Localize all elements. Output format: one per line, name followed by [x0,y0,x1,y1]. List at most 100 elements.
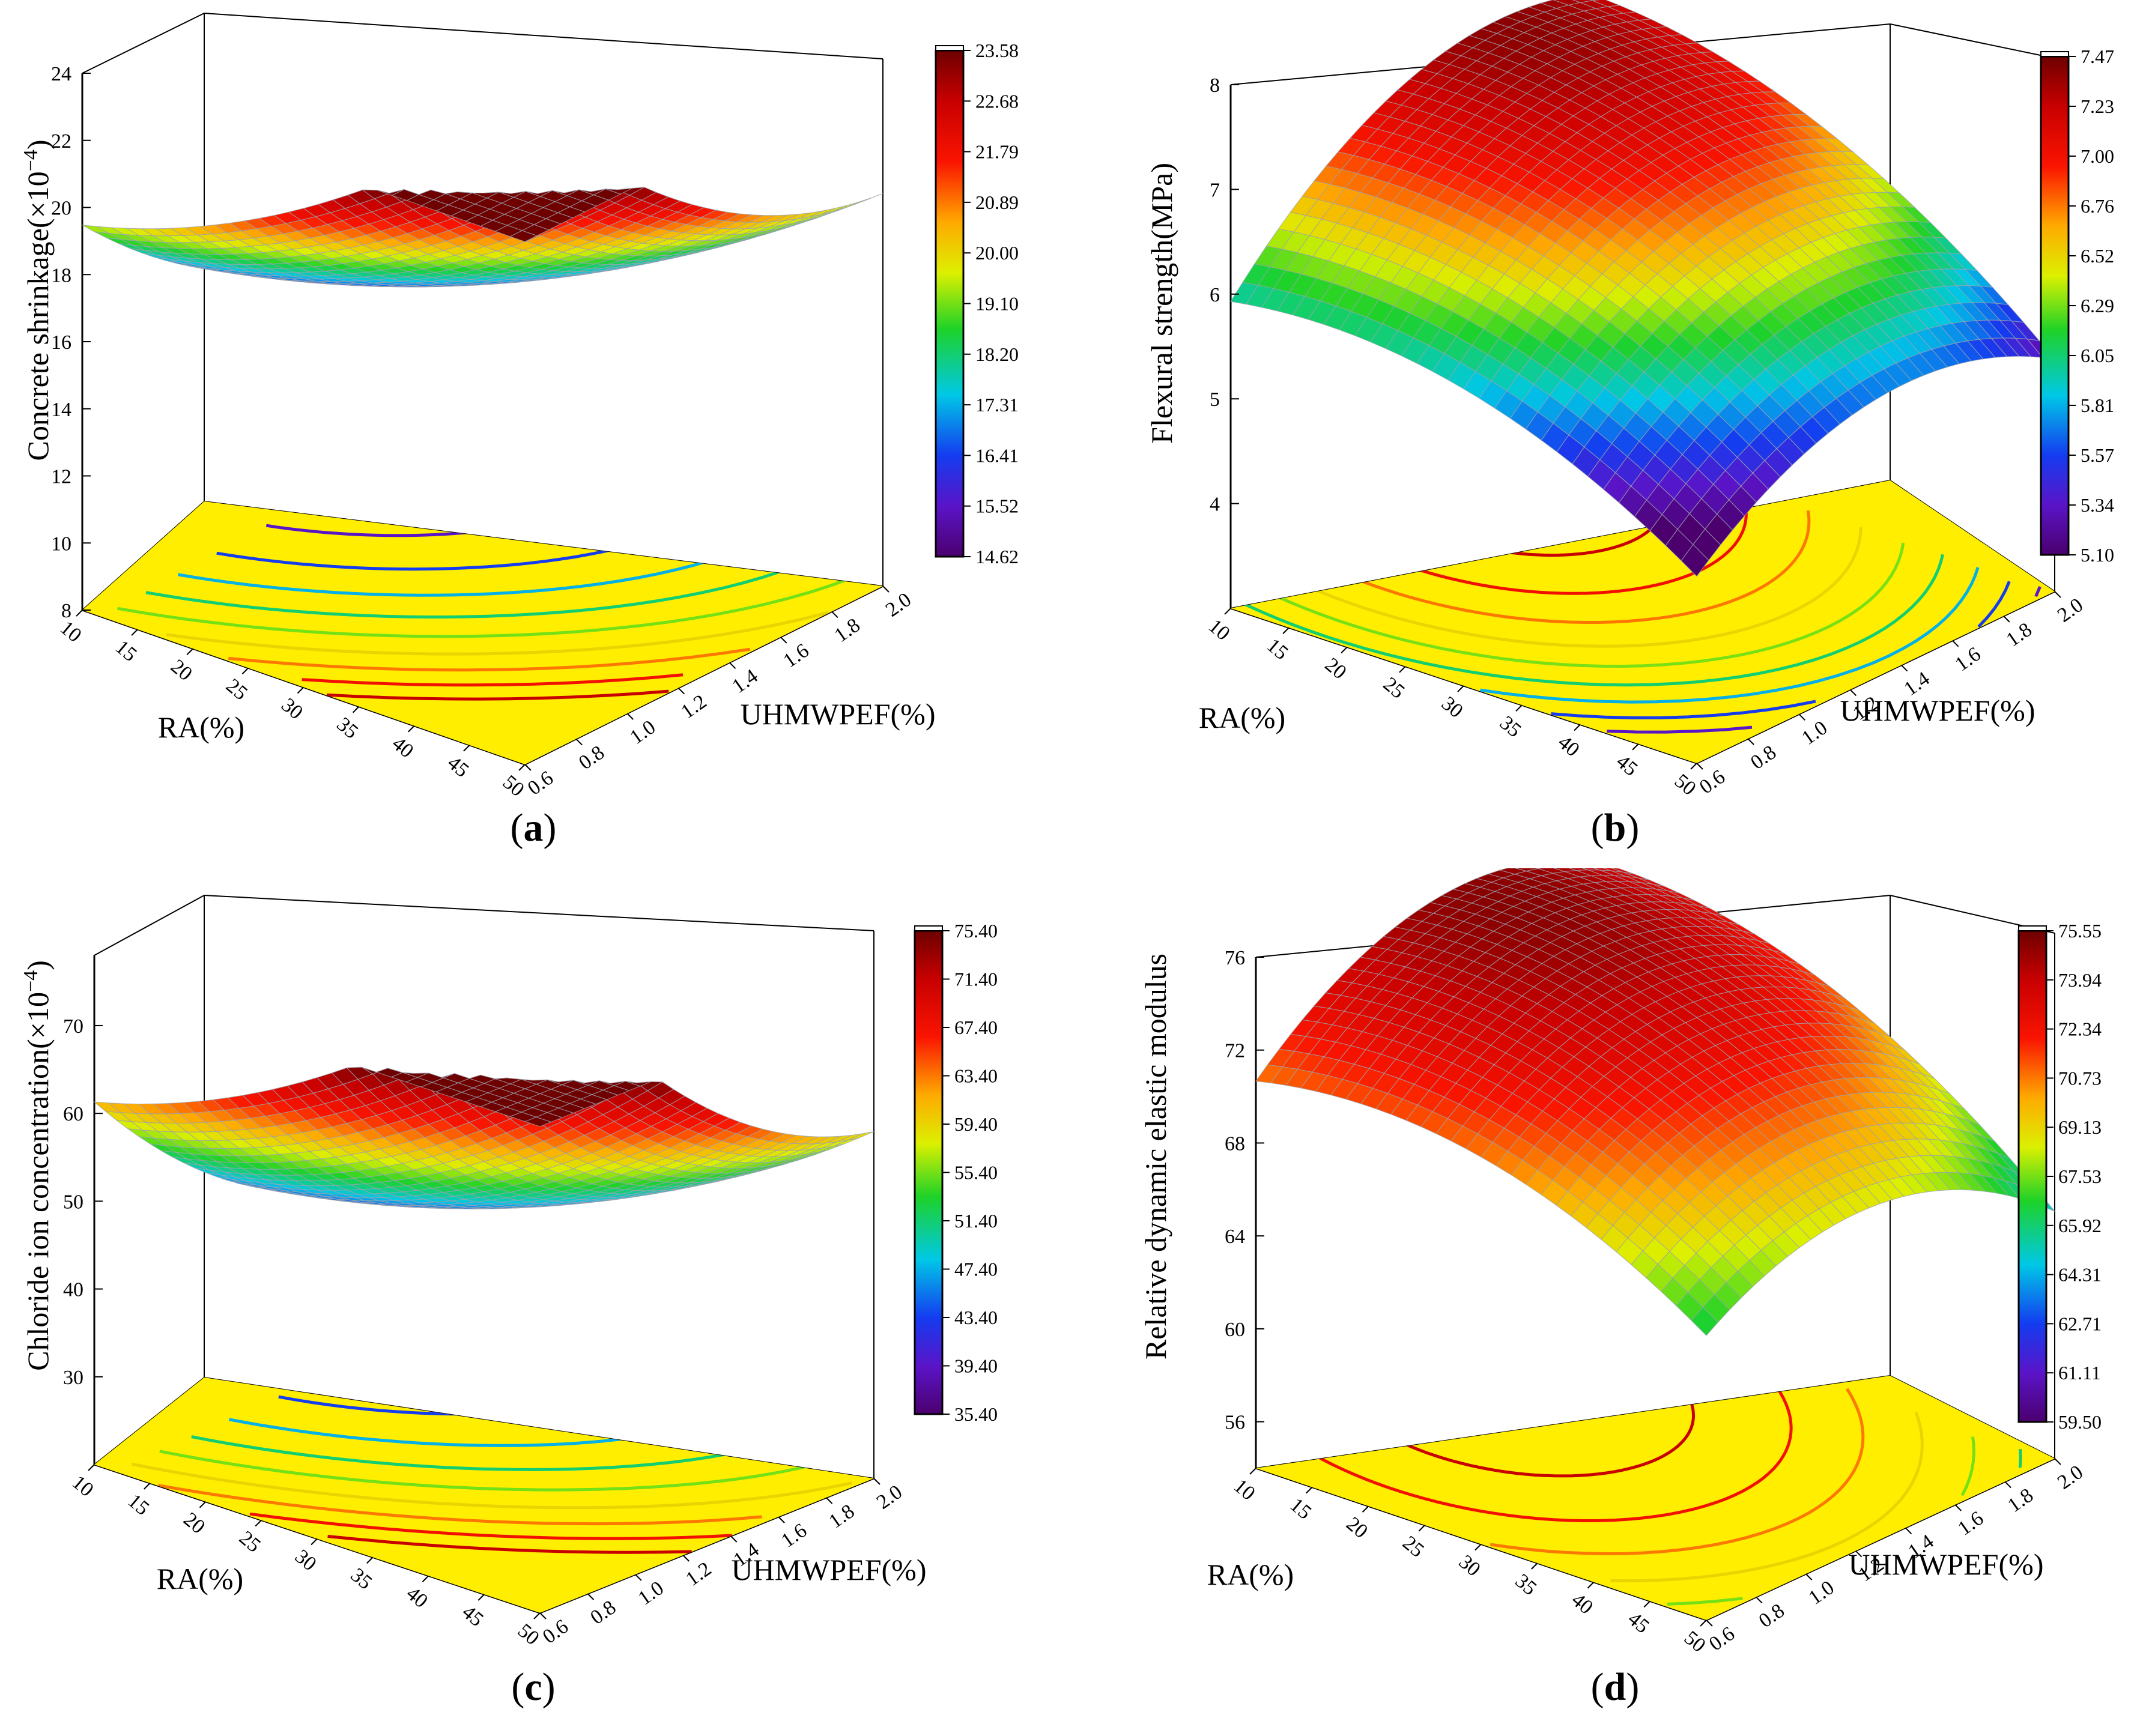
ra-tick-label: 15 [1286,1493,1316,1523]
panel-label-letter: a [524,806,544,850]
uhmwpef-tick-label: 1.8 [2002,618,2036,652]
contour-line [1326,510,1811,624]
panel-label-close: ) [1626,1665,1639,1709]
colorbar-bar [2040,55,2070,556]
ra-tick-label: 50 [1670,770,1700,800]
ra-tick-label: 45 [458,1601,488,1631]
colorbar-tick-label: 7.00 [2081,145,2114,167]
uhmwpef-tick-label: 1.6 [780,640,813,673]
z-tick-label: 64 [1225,1226,1245,1248]
ra-tick-mark [518,764,526,771]
z-axis-label-exponent: −4 [20,150,42,171]
ra-tick-mark [1475,1543,1482,1551]
contour-line [1490,1388,1865,1555]
ra-tick-mark [1457,685,1464,692]
colorbar-tick-label: 72.34 [2058,1018,2102,1040]
z-axis-label: Concrete shrinkage(×10−4) [20,139,55,461]
contour-floor [1231,480,2055,763]
ra-tick-mark [366,1556,374,1564]
panel-d: 56 60 64 68 72 76 10 15 20 25 30 35 40 45 500.6 0.8 1.0 1… [1139,868,2102,1709]
ra-tick-mark [1362,1505,1369,1513]
ra-tick-label: 40 [388,733,418,763]
ra-tick-mark [463,745,470,752]
panel-label: (c) [511,1665,555,1709]
z-tick-label: 68 [1225,1133,1245,1155]
z-tick-label: 16 [51,331,71,354]
z-ticks: 30 40 50 60 70 [63,1015,103,1389]
uhmwpef-tick-mark [1706,1620,1713,1627]
surface-cell [1681,544,1709,577]
contour-line [1607,586,2041,734]
colorbar-tick-label: 6.76 [2081,195,2114,217]
uhmwpef-tick-label: 2.0 [873,1481,906,1514]
z-axis-label-main: Chloride ion concentration(×10 [21,992,55,1371]
uhmwpef-tick-label: 2.0 [2053,1461,2087,1494]
contour-line [166,611,829,656]
ra-tick-label: 25 [222,674,252,704]
uhmwpef-tick-label: 2.0 [2053,594,2087,627]
contour-line [1480,567,1980,704]
colorbar-tick-label: 5.57 [2081,444,2114,466]
uhmwpef-tick-mark [873,1478,881,1485]
panel-label-close: ) [1626,806,1639,850]
response-surface [1230,0,2056,577]
ra-tick-label: 15 [111,636,141,666]
z-tick-label: 30 [63,1367,83,1389]
ra-axis-label: RA(%) [1207,1558,1294,1591]
ra-tick-label: 35 [347,1564,377,1594]
ra-tick-mark [422,1575,429,1582]
z-tick-label: 18 [51,264,71,286]
colorbar-tick-label: 61.11 [2058,1362,2101,1384]
ra-tick-label: 20 [1342,1513,1372,1543]
ra-tick-label: 10 [1229,1475,1259,1505]
ra-tick-label: 10 [56,617,86,647]
ra-tick-mark [88,1464,95,1471]
ra-tick-mark [1515,704,1523,712]
contour-lines [1303,1376,2022,1606]
z-tick-label: 76 [1225,947,1245,969]
uhmwpef-tick-mark [1905,1527,1912,1534]
axis-top-right [1890,23,2055,59]
colorbar-tick-label: 62.71 [2058,1313,2102,1334]
uhmwpef-axis-label: UHMWPEF(%) [741,697,936,731]
uhmwpef-tick-label: 1.6 [1951,643,1985,676]
uhmwpef-tick-mark [2004,1481,2011,1489]
z-tick-label: 24 [51,63,71,85]
panel-label-open: ( [1591,806,1604,850]
colorbar-tick-label: 7.47 [2081,46,2114,67]
uhmwpef-axis-label: UHMWPEF(%) [1849,1547,2044,1581]
uhmwpef-tick-mark [2054,591,2061,598]
ra-tick-mark [1282,627,1290,634]
uhmwpef-tick-mark [677,688,685,695]
uhmwpef-tick-mark [831,611,838,618]
colorbar-cap [2018,925,2047,931]
response-surface [1255,868,2055,1336]
contour-line [228,647,751,672]
ra-axis-label: RA(%) [1199,701,1285,734]
ra-tick-label: 20 [179,1508,209,1538]
z-tick-label: 50 [63,1191,83,1213]
uhmwpef-tick-label: 1.8 [2004,1484,2037,1517]
contour-line [158,1484,762,1526]
ra-tick-mark [1700,1620,1707,1627]
z-tick-label: 40 [63,1279,83,1301]
z-axis-label: Flexural strength(MPa) [1145,163,1178,444]
uhmwpef-tick-label: 0.8 [575,742,608,775]
ra-tick-label: 20 [166,655,196,685]
uhmwpef-tick-mark [1954,1504,1962,1511]
ra-tick-label: 25 [1379,673,1409,703]
colorbar: 75.55 73.94 72.34 70.73 69.13 67.53 65.92 64.31… [2017,920,2102,1433]
ra-tick-mark [76,609,83,617]
colorbar-tick-label: 6.29 [2081,295,2114,316]
contour-line [1610,1411,1924,1583]
ra-tick-label: 35 [1496,712,1526,742]
colorbar-tick-label: 17.31 [975,394,1019,416]
ra-tick-mark [1587,1582,1595,1589]
colorbar-tick-label: 39.40 [954,1355,998,1377]
ra-tick-label: 45 [1623,1607,1653,1638]
ra-tick-label: 30 [1455,1550,1485,1580]
z-tick-label: 70 [63,1015,83,1038]
contour-line [302,673,683,687]
axis-top-left [82,13,205,74]
